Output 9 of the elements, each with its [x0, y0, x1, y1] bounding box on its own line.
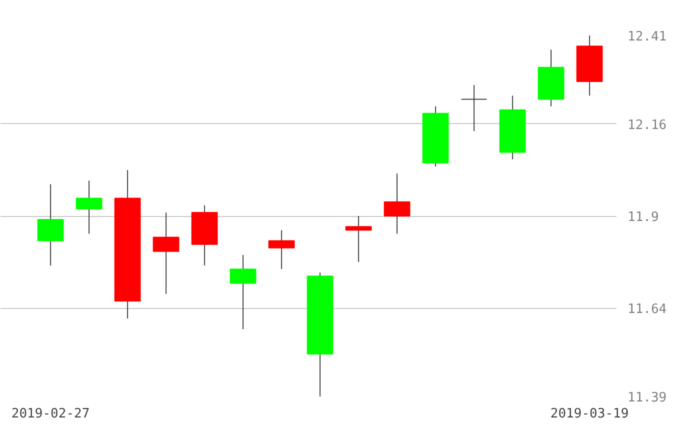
y-tick-label: 12.41 [628, 30, 667, 44]
x-tick-label: 2019-03-19 [550, 406, 629, 422]
x-tick-label: 2019-02-27 [11, 406, 90, 422]
candlestick [460, 84, 488, 132]
y-tick-label: 11.9 [628, 210, 659, 225]
candlestick [345, 216, 372, 263]
y-tick-label: 11.39 [628, 390, 667, 406]
y-tick-label: 11.64 [628, 302, 667, 318]
y-tick-label: 12.16 [628, 118, 667, 133]
